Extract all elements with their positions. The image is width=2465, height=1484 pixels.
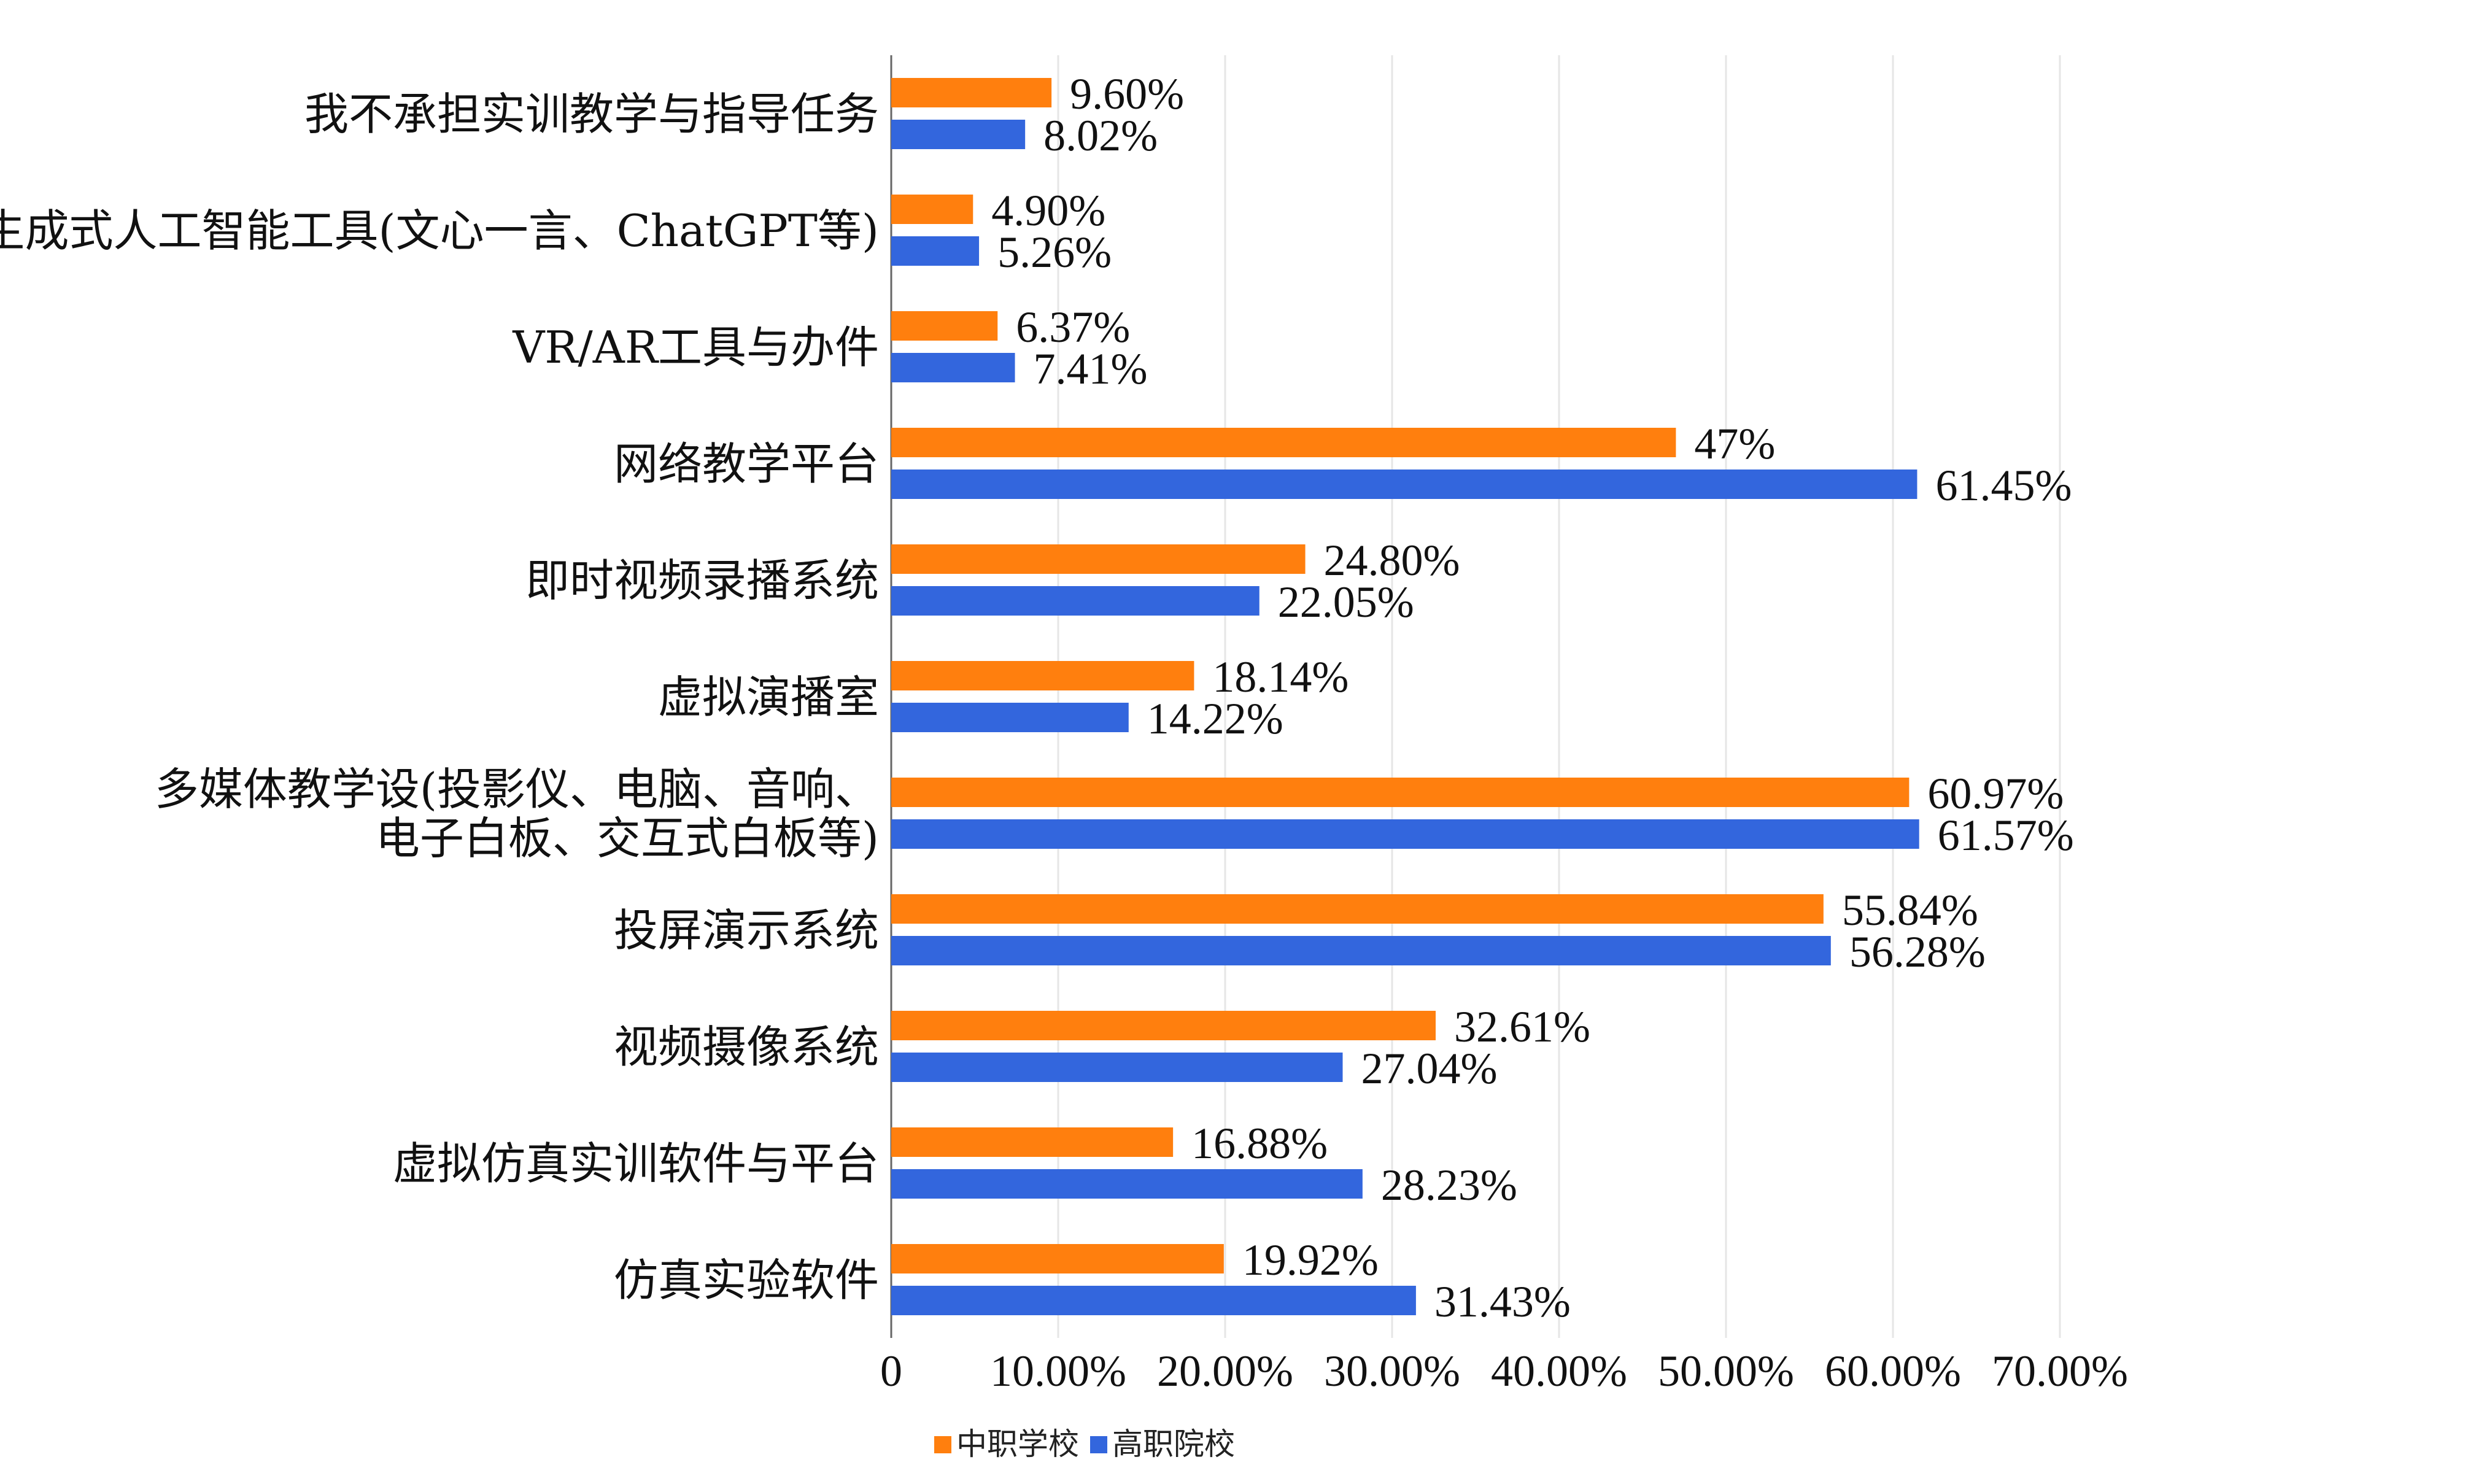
bar [891,586,1260,616]
x-tick-label: 40.00% [1491,1347,1627,1396]
data-label: 6.37% [1016,303,1130,352]
data-label: 60.97% [1927,769,2064,818]
data-label: 7.41% [1034,344,1148,393]
category-label: 虚拟仿真实训软件与平台 [393,1138,879,1189]
data-label: 55.84% [1842,886,1978,935]
data-label: 16.88% [1191,1119,1328,1168]
legend-label: 高职院校 [1112,1426,1235,1462]
data-label: 32.61% [1454,1002,1590,1051]
x-tick-label: 50.00% [1658,1347,1794,1396]
data-label: 31.43% [1434,1277,1571,1326]
bar [891,1244,1224,1273]
data-label: 22.05% [1278,578,1414,627]
gridlines [890,55,2061,1338]
data-label: 9.60% [1070,69,1184,118]
data-label: 19.92% [1242,1235,1379,1285]
x-tick-label: 60.00% [1825,1347,1961,1396]
bar [891,703,1129,732]
data-label: 28.23% [1381,1161,1517,1210]
category-label: 即时视频录播系统 [525,555,879,606]
category-label: 电子白板、交互式白板等) [376,813,879,864]
category-label: 我不承担实训教学与指导任务 [304,88,879,140]
data-label: 47% [1694,419,1775,468]
bar [891,544,1306,574]
bar [891,120,1026,149]
data-label: 24.80% [1324,536,1460,585]
category-label: 多媒体教学设(投影仪、电脑、音响、 [155,763,879,815]
bar [891,1286,1416,1315]
data-label: 5.26% [997,228,1112,277]
bar [891,1169,1363,1199]
bar [891,78,1052,107]
bar [891,1127,1174,1157]
bar [891,936,1831,965]
bar [891,353,1015,382]
legend: 中职学校 高职院校 [934,1426,1235,1462]
category-label: 生成式人工智能工具(文心一言、ChatGPT等) [0,205,879,257]
bar [891,1011,1436,1040]
bar [891,470,1917,499]
legend-swatch [934,1436,951,1453]
category-label: 网络教学平台 [614,438,879,490]
data-label: 56.28% [1849,927,1986,976]
bar [891,428,1676,457]
x-tick-label: 0 [880,1347,902,1396]
data-label: 8.02% [1043,111,1158,160]
bar [891,661,1194,690]
data-label: 61.57% [1938,811,2074,860]
category-label: 视频摄像系统 [614,1021,879,1073]
bar [891,819,1919,849]
legend-label: 中职学校 [956,1426,1079,1462]
data-label: 4.90% [991,186,1105,235]
data-label: 18.14% [1212,652,1349,701]
x-tick-label: 70.00% [1992,1347,2128,1396]
x-axis-ticks: 0 10.00% 20.00% 30.00% 40.00% 50.00% 60.00% 70.… [880,1347,2128,1396]
data-label: 14.22% [1147,694,1283,743]
data-label: 61.45% [1935,461,2072,510]
bar [891,311,998,341]
category-label: VR/AR工具与办件 [512,322,879,373]
bar [891,236,980,266]
bar [891,195,973,224]
category-label: 虚拟演播室 [658,671,879,723]
bars-group: 9.60%8.02% 4.90%5.26% 6.37%7.41% 47% 61.45% 2… [891,69,2074,1326]
data-label: 27.04% [1361,1044,1497,1093]
bar [891,894,1824,924]
legend-swatch [1090,1436,1107,1453]
x-tick-label: 10.00% [990,1347,1126,1396]
x-tick-label: 30.00% [1324,1347,1460,1396]
category-label: 投屏演示系统 [614,905,879,956]
bar [891,1053,1343,1082]
x-tick-label: 20.00% [1157,1347,1293,1396]
category-label: 仿真实验软件 [614,1254,879,1306]
bar [891,778,1910,807]
